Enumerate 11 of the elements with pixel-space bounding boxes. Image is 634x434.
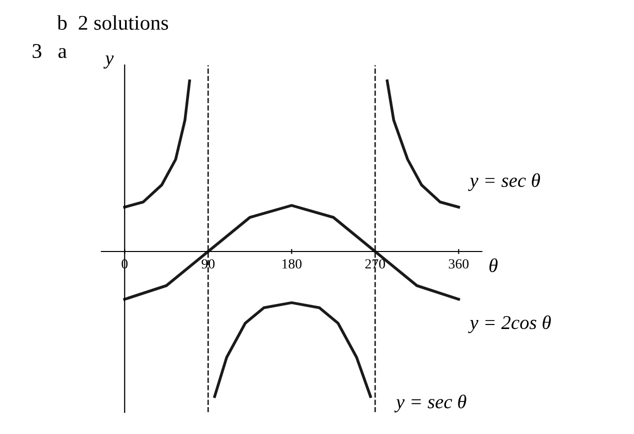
x-tick-label: 180 [282, 259, 302, 269]
series-label: y = sec θ [468, 173, 540, 192]
x-axis-title: θ [489, 258, 498, 272]
series-label: y = 2cos θ [468, 315, 551, 334]
x-tick-label: 360 [448, 259, 469, 269]
text: b 2 solutions [57, 15, 168, 30]
y-axis-title: y [103, 55, 114, 69]
text: 3 a [32, 44, 67, 58]
x-tick-label: 270 [365, 259, 386, 269]
x-tick-label: 90 [202, 259, 215, 269]
annotation: y = sec θ [394, 394, 466, 412]
